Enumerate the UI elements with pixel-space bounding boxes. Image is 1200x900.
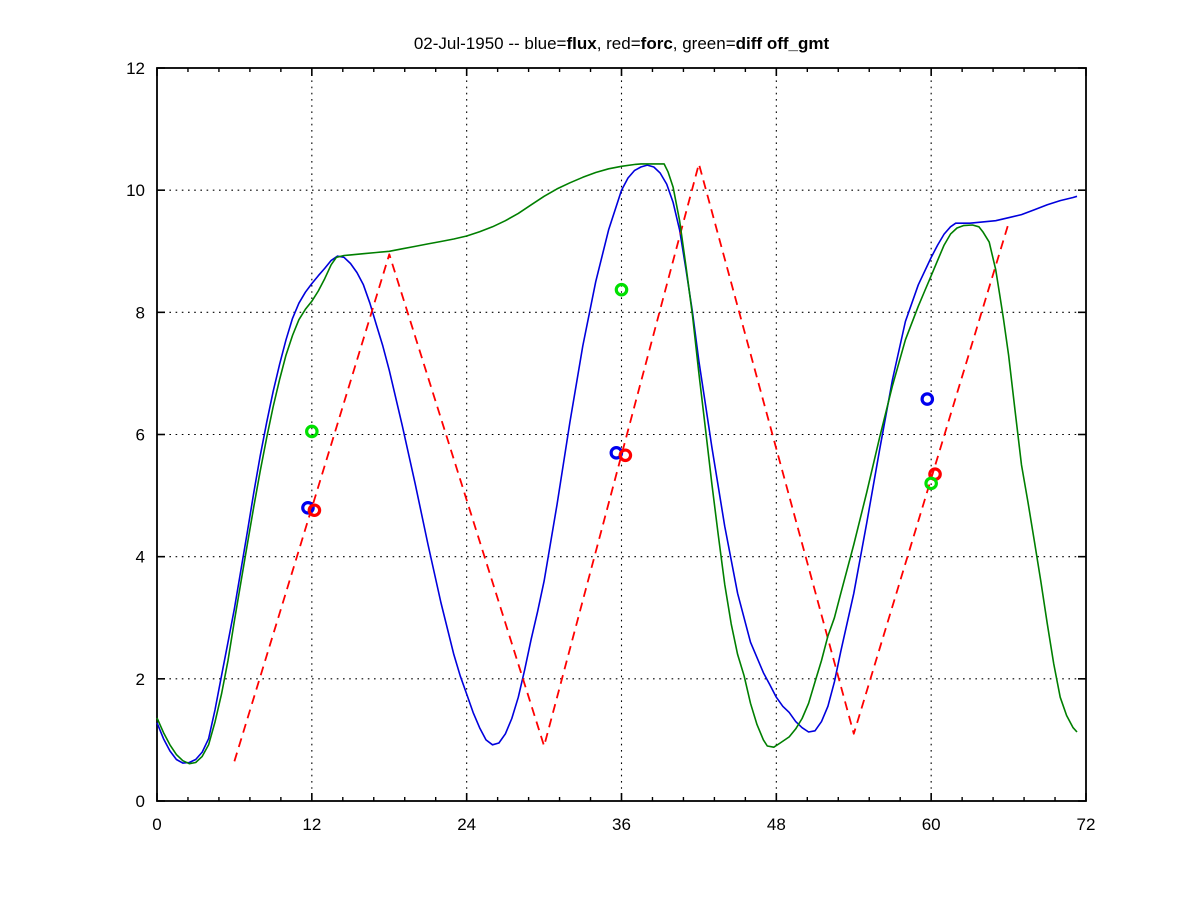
title-segment: diff: [735, 34, 763, 53]
diff-line: [156, 163, 1078, 765]
y-tick-label: 10: [126, 181, 145, 200]
x-tick-label: 36: [612, 815, 631, 834]
diff-marker: [924, 476, 938, 491]
title-segment: off_gmt: [766, 34, 830, 53]
diff-marker: [614, 282, 629, 297]
axes-box: [156, 67, 1087, 802]
forc-marker: [618, 448, 633, 463]
x-tick-label: 60: [922, 815, 941, 834]
y-tick-label: 0: [136, 792, 145, 811]
chart-title: 02-Jul-1950 -- blue=flux, red=forc, gree…: [157, 34, 1086, 54]
y-tick-label: 6: [136, 426, 145, 445]
diff-marker: [305, 424, 319, 439]
forc-line: [233, 163, 1010, 762]
title-segment: forc: [640, 34, 673, 53]
forc-marker: [307, 503, 322, 518]
title-segment: flux: [566, 34, 597, 53]
flux-marker: [920, 392, 935, 406]
x-tick-label: 72: [1077, 815, 1096, 834]
title-segment: 02-Jul-1950 -- blue=: [413, 34, 567, 53]
x-tick-label: 48: [767, 815, 786, 834]
y-tick-label: 8: [136, 303, 145, 322]
flux-line: [156, 164, 1078, 764]
y-tick-label: 2: [136, 670, 145, 689]
x-tick-label: 24: [457, 815, 476, 834]
title-segment: , red=: [596, 34, 641, 53]
y-tick-label: 12: [126, 59, 145, 78]
y-tick-label: 4: [136, 548, 145, 567]
flux-marker: [301, 500, 315, 515]
x-tick-label: 12: [302, 815, 321, 834]
x-tick-label: 0: [152, 815, 161, 834]
title-segment: , green=: [672, 34, 736, 53]
